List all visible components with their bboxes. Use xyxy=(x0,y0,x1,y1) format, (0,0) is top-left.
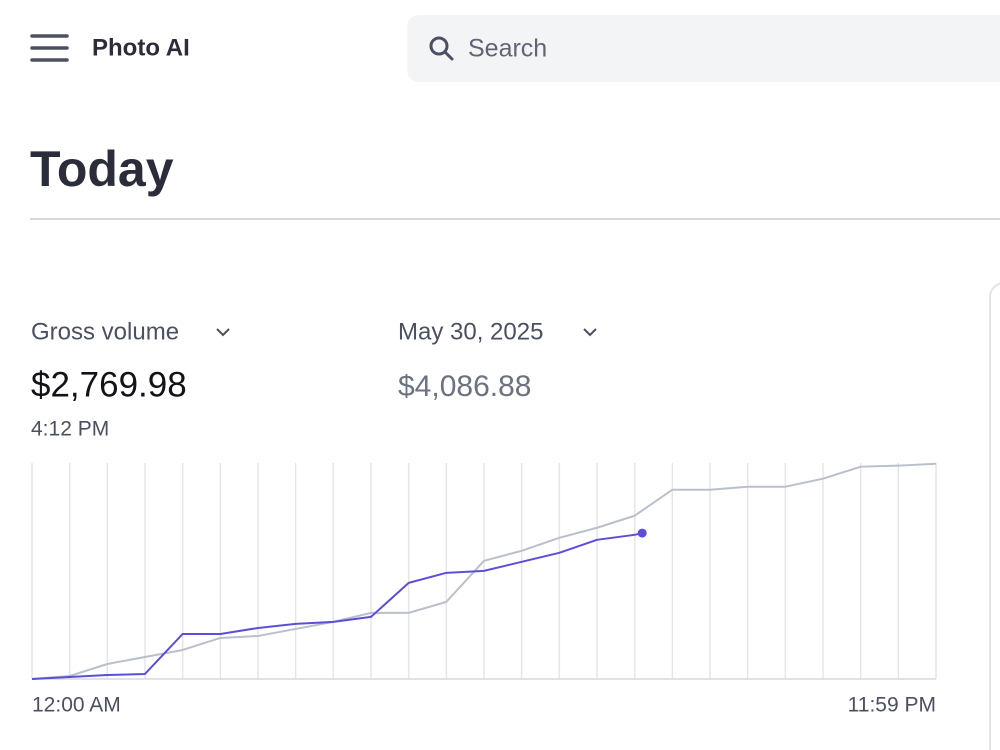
app-name: Photo AI xyxy=(92,34,190,61)
compare-value: $4,086.88 xyxy=(398,370,531,403)
x-tick-label: 11:59 PM xyxy=(848,694,936,717)
side-panel xyxy=(989,282,1000,750)
search-field[interactable] xyxy=(407,15,1000,82)
search-icon-handle xyxy=(443,50,454,61)
metric-value: $2,769.98 xyxy=(31,365,187,404)
page-title: Today xyxy=(30,141,174,197)
chart: 12:00 AM 11:59 PM xyxy=(31,462,937,717)
series-line xyxy=(31,462,937,680)
compare-date[interactable]: May 30, 2025 xyxy=(398,318,543,345)
x-tick-label: 12:00 AM xyxy=(32,694,121,717)
series-line xyxy=(31,532,643,680)
chevron xyxy=(583,328,597,337)
metric-label[interactable]: Gross volume xyxy=(31,318,179,345)
search-placeholder: Search xyxy=(468,35,547,63)
metric-time: 4:12 PM xyxy=(31,418,109,441)
end-marker xyxy=(637,528,647,538)
search-box[interactable]: Search xyxy=(407,15,1000,82)
metric-selector[interactable]: Gross volume xyxy=(31,318,230,345)
menu-button[interactable] xyxy=(28,28,72,68)
chevron xyxy=(216,328,230,337)
compare-selector[interactable]: May 30, 2025 xyxy=(398,318,597,345)
search-icon xyxy=(429,36,449,56)
